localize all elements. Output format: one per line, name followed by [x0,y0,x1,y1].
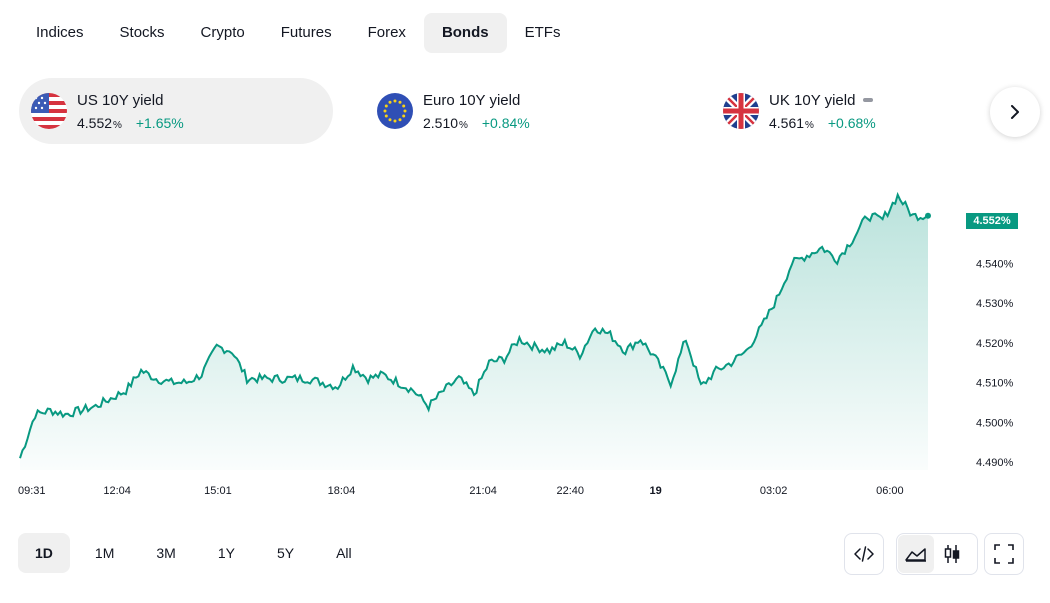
last-price-tag: 4.552% [966,213,1018,229]
x-tick-label: 12:04 [103,485,131,497]
us-flag-icon [31,93,67,129]
range-1y[interactable]: 1Y [217,545,235,561]
chart-type-toggle [896,533,978,575]
symbol-title: Euro 10Y yield [423,91,521,109]
y-tick-label: 4.510% [976,378,1014,390]
tab-bonds[interactable]: Bonds [423,13,507,53]
tab-stocks[interactable]: Stocks [119,24,165,41]
yield-chart[interactable]: 4.490% 4.500% 4.510% 4.520% 4.530% 4.540% 4.55… [0,160,1050,505]
unit-label: % [459,119,468,131]
symbol-value: 4.552 [77,114,113,131]
x-tick-label: 21:04 [469,485,497,497]
x-tick-label: 15:01 [204,485,232,497]
y-tick-label: 4.530% [976,298,1014,310]
area-chart-button[interactable] [898,535,934,573]
range-selector: 1D 1M 3M 1Y 5Y All [18,533,377,573]
symbol-card-uk10y[interactable]: UK 10Y yield 4.561% +0.68% [711,78,1025,144]
symbol-value: 2.510 [423,114,459,131]
symbol-card-eu10y[interactable]: Euro 10Y yield 2.510% +0.84% [365,78,679,144]
symbol-change: +0.68% [827,114,876,131]
range-5y[interactable]: 5Y [276,545,295,561]
x-tick-label: 03:02 [760,485,788,497]
tab-crypto[interactable]: Crypto [200,24,245,41]
y-tick-label: 4.540% [976,258,1014,270]
tab-futures[interactable]: Futures [280,24,332,41]
symbol-value: 4.561 [769,114,805,131]
code-icon [854,546,874,562]
range-1d[interactable]: 1D [18,533,70,573]
x-tick-label: 19 [649,485,661,497]
tab-indices[interactable]: Indices [36,24,84,41]
market-tabs: Indices Stocks Crypto Futures Forex Bond… [18,13,578,53]
eu-flag-icon [377,93,413,129]
range-1m[interactable]: 1M [94,545,115,561]
tab-etfs[interactable]: ETFs [524,24,561,41]
range-all[interactable]: All [336,545,352,561]
unit-label: % [805,119,814,131]
range-3m[interactable]: 3M [156,545,176,561]
embed-button[interactable] [844,533,884,575]
chevron-right-icon [1011,105,1019,119]
x-tick-label: 09:31 [18,485,46,497]
unit-label: % [113,119,122,131]
candle-chart-button[interactable] [934,535,970,573]
area-chart-icon [905,548,926,562]
y-tick-label: 4.520% [976,338,1014,350]
uk-flag-icon [723,93,759,129]
chart-area-fill [20,194,928,470]
y-tick-label: 4.500% [976,417,1014,429]
symbol-title: UK 10Y yield [769,91,856,109]
symbol-change: +1.65% [135,114,184,131]
x-tick-label: 06:00 [876,485,904,497]
next-symbols-button[interactable] [990,87,1040,137]
last-value-point [925,212,931,219]
x-tick-label: 18:04 [328,485,356,497]
market-closed-icon [863,98,874,102]
symbol-change: +0.84% [481,114,530,131]
candlestick-icon [944,545,960,563]
fullscreen-icon [994,544,1014,564]
symbol-card-us10y[interactable]: US 10Y yield 4.552% +1.65% [19,78,333,144]
x-tick-label: 22:40 [556,485,584,497]
tab-forex[interactable]: Forex [367,24,406,41]
fullscreen-button[interactable] [984,533,1024,575]
y-tick-label: 4.490% [976,457,1014,469]
symbol-title: US 10Y yield [77,91,164,109]
chart-series-line [19,191,929,459]
